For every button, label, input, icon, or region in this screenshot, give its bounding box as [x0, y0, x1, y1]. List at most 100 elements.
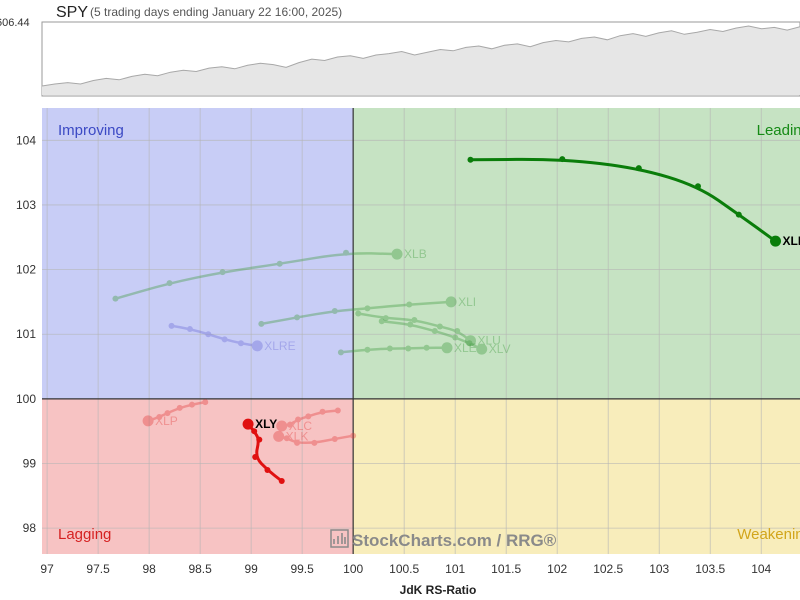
trail-xlb: XLB	[112, 247, 427, 302]
trail-point	[294, 439, 301, 446]
trail-point	[276, 260, 283, 267]
quadrant-label-weakening: Weakening	[737, 526, 800, 543]
price-area	[42, 26, 800, 95]
header-subtitle: (5 trading days ending January 22 16:00,…	[90, 5, 342, 19]
x-tick-label: 100	[343, 562, 363, 576]
trail-point	[355, 310, 362, 317]
trail-point	[406, 301, 413, 308]
trail-point	[251, 428, 258, 435]
header-panel: SPY (5 trading days ending January 22 16…	[0, 0, 800, 102]
trail-line	[380, 320, 483, 351]
x-tick-label: 98	[142, 562, 156, 576]
trail-label: XLP	[155, 414, 178, 428]
trail-point	[295, 416, 302, 423]
trail-point	[311, 439, 318, 446]
trail-line	[146, 400, 207, 423]
trail-point	[466, 340, 473, 347]
trail-point	[186, 326, 193, 333]
trail-point	[405, 345, 412, 352]
trail-point	[176, 404, 183, 411]
trail-point	[164, 410, 171, 417]
trail-point	[635, 165, 642, 172]
x-tick-label: 99.5	[290, 562, 314, 576]
quadrant-labels: Improving Leading Lagging Weakening	[58, 122, 800, 543]
center-lines	[42, 108, 800, 554]
trail-label: XLB	[404, 247, 427, 261]
trail-point	[256, 436, 263, 443]
trail-point	[364, 305, 371, 312]
trail-head	[242, 418, 254, 430]
trail-point	[219, 269, 226, 276]
trail-xlf: XLF	[467, 156, 800, 248]
trail-label: XLU	[477, 334, 500, 348]
trail-point	[305, 413, 312, 420]
x-tick-label: 101.5	[491, 562, 521, 576]
watermark: StockCharts.com / RRG®	[330, 529, 557, 550]
trail-point	[343, 249, 350, 256]
trail-point	[264, 466, 271, 473]
quadrant-label-leading: Leading	[757, 122, 800, 139]
x-tick-label: 99	[244, 562, 258, 576]
price-label: 606.44	[0, 17, 30, 29]
trail-head	[391, 248, 403, 260]
trail-xle: XLE	[337, 341, 477, 356]
trail-point	[407, 321, 414, 328]
trail-point	[202, 399, 209, 406]
trail-label: XLC	[289, 419, 313, 433]
trail-point	[386, 345, 393, 352]
trail-point	[431, 328, 438, 334]
quadrant-label-improving: Improving	[58, 122, 124, 139]
trail-head	[476, 343, 488, 355]
trail-point	[168, 322, 175, 329]
logo-bars	[333, 533, 346, 544]
trail-point	[382, 315, 389, 322]
trail-head	[445, 296, 457, 308]
x-tick-label: 100.5	[389, 562, 419, 576]
x-tick-label: 97	[40, 562, 54, 576]
trail-head	[273, 430, 285, 442]
x-tick-label: 97.5	[86, 562, 110, 576]
trail-head	[770, 235, 782, 247]
trail-xlu: XLU	[355, 310, 501, 348]
trail-line	[469, 157, 777, 243]
trail-point	[278, 477, 285, 484]
trail-point	[452, 334, 459, 341]
trail-point	[237, 340, 244, 347]
trail-head	[142, 415, 154, 427]
trail-line	[260, 300, 453, 326]
y-tick-label: 101	[16, 327, 36, 341]
stockcharts-logo-icon	[330, 529, 349, 548]
trail-line	[280, 409, 340, 428]
x-tick-label: 102.5	[593, 562, 623, 576]
trail-point	[294, 314, 301, 321]
plot-area: Improving Leading Lagging Weakening StockCh…	[42, 108, 800, 554]
trail-point	[319, 408, 326, 415]
trail-point	[350, 432, 357, 439]
trail-line	[277, 434, 355, 445]
trail-line	[357, 312, 472, 342]
trail-point	[364, 346, 371, 353]
y-tick-label: 100	[16, 392, 36, 406]
x-tick-label: 101	[445, 562, 465, 576]
trail-label: XLF	[783, 234, 800, 248]
y-tick-label: 102	[16, 263, 36, 277]
trail-point	[283, 435, 290, 442]
trail-point	[436, 323, 443, 330]
y-axis-ticks: 98 99 100 101 102 103 104	[16, 133, 36, 535]
y-tick-label: 103	[16, 198, 36, 212]
trail-label: XLK	[286, 429, 309, 443]
trail-point	[423, 344, 430, 351]
trail-point	[112, 295, 119, 302]
trail-label: XLI	[458, 295, 476, 309]
price-line	[41, 25, 800, 87]
x-tick-label: 104	[751, 562, 771, 576]
trail-xly: XLY	[242, 417, 285, 484]
trail-line	[339, 346, 449, 354]
trail-point	[735, 211, 742, 218]
trail-point	[559, 156, 566, 163]
trail-head	[441, 342, 453, 354]
trail-point	[252, 454, 259, 461]
trail-head	[464, 335, 476, 347]
trail-point	[331, 435, 338, 442]
